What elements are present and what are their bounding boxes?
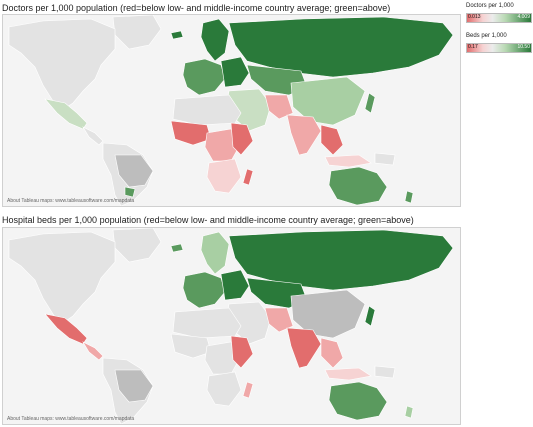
map-about-text[interactable]: About Tableau maps: www.tableausoftware.… [7, 198, 135, 204]
legend-doctors: Doctors per 1,000 0.013 4.009 [466, 3, 532, 23]
legend-beds: Beds per 1,000 0.17 10.50 [466, 33, 532, 53]
map-title-doctors: Doctors per 1,000 population (red=below … [2, 3, 391, 13]
legend-title: Beds per 1,000 [466, 33, 507, 39]
legend-color-scale: 0.013 4.009 [466, 11, 532, 23]
hospital-beds-map-canvas [3, 228, 460, 424]
legend-max-value: 4.009 [517, 14, 530, 20]
legend-color-scale: 0.17 10.50 [466, 41, 532, 53]
legend-min-value: 0.17 [468, 44, 478, 50]
legend-gradient-bar [466, 13, 532, 23]
legend-max-value: 10.50 [517, 44, 530, 50]
legend-min-value: 0.013 [468, 14, 481, 20]
legend-title: Doctors per 1,000 [466, 3, 514, 9]
doctors-map[interactable]: About Tableau maps: www.tableausoftware.… [2, 14, 461, 207]
legend-gradient-bar [466, 43, 532, 53]
hospital-beds-map[interactable]: About Tableau maps: www.tableausoftware.… [2, 227, 461, 425]
doctors-map-canvas [3, 15, 460, 206]
map-about-text[interactable]: About Tableau maps: www.tableausoftware.… [7, 416, 135, 422]
map-title-hospital-beds: Hospital beds per 1,000 population (red=… [2, 215, 414, 225]
